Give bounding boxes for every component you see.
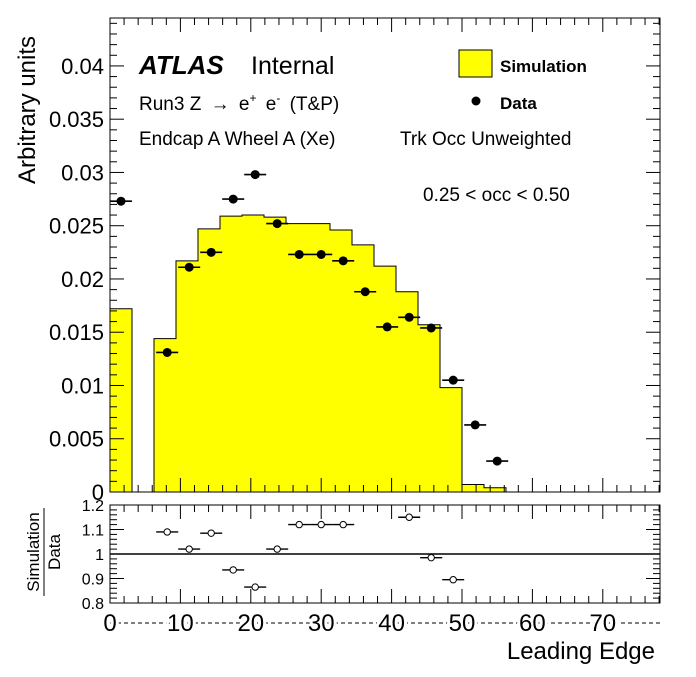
data-point bbox=[404, 312, 414, 322]
x-tick-label: 0 bbox=[103, 610, 116, 637]
data-point bbox=[360, 287, 370, 297]
main-y-tick-label: 0.035 bbox=[49, 107, 104, 132]
simulation-bar bbox=[220, 216, 242, 493]
ratio-point bbox=[207, 529, 215, 537]
weighting-label: Trk Occ Unweighted bbox=[400, 129, 571, 150]
x-tick-label: 40 bbox=[378, 610, 405, 637]
ratio-y-axis-title: Simulation Data bbox=[24, 508, 64, 596]
simulation-bar bbox=[264, 217, 286, 492]
main-y-tick-label: 0.015 bbox=[49, 320, 104, 345]
data-point bbox=[316, 249, 326, 259]
process-label: Run3 Z → e+ e- (T&P) bbox=[139, 86, 339, 115]
simulation-bar bbox=[396, 291, 418, 492]
data-point bbox=[228, 194, 238, 204]
main-axis-ticks bbox=[109, 18, 660, 493]
simulation-bar bbox=[286, 223, 308, 493]
ratio-point bbox=[295, 520, 303, 529]
data-point bbox=[206, 247, 216, 257]
ratio-point bbox=[163, 528, 171, 536]
legend-simulation-label: Simulation bbox=[500, 57, 587, 76]
ratio-y-tick-label: 1.2 bbox=[82, 498, 104, 515]
simulation-bar bbox=[176, 260, 198, 492]
ratio-y-tick-label: 1 bbox=[95, 547, 104, 564]
simulation-bar bbox=[242, 215, 264, 492]
simulation-bar bbox=[418, 324, 440, 492]
ratio-point bbox=[273, 545, 281, 553]
ratio-point bbox=[427, 553, 435, 562]
legend-simulation-swatch bbox=[458, 49, 493, 78]
ratio-y-tick-labels: 0.8 0.9 1 1.1 1.2 bbox=[82, 498, 104, 613]
simulation-bar bbox=[110, 308, 132, 492]
region-label: Endcap A Wheel A (Xe) bbox=[139, 129, 335, 150]
main-y-tick-label: 0.04 bbox=[61, 54, 104, 79]
ratio-point bbox=[317, 520, 325, 529]
x-tick-label: 50 bbox=[449, 610, 476, 637]
internal-label: Internal bbox=[251, 52, 334, 80]
occupancy-range-label: 0.25 < occ < 0.50 bbox=[423, 185, 570, 206]
x-axis-title: Leading Edge bbox=[507, 638, 655, 665]
ratio-point bbox=[449, 576, 457, 584]
x-tick-label: 60 bbox=[519, 610, 546, 637]
data-point bbox=[162, 347, 172, 357]
atlas-label: ATLAS bbox=[138, 50, 224, 80]
x-tick-label: 30 bbox=[308, 610, 335, 637]
main-y-tick-label: 0.005 bbox=[49, 427, 104, 452]
simulation-bar bbox=[154, 338, 176, 492]
x-tick-label: 70 bbox=[589, 610, 616, 637]
data-point bbox=[492, 456, 502, 466]
main-plot-frame bbox=[109, 17, 661, 493]
ratio-y-title-numerator: Simulation bbox=[24, 512, 43, 591]
simulation-bar bbox=[330, 229, 352, 492]
legend-data-marker bbox=[471, 96, 481, 106]
data-point bbox=[426, 323, 436, 333]
main-y-tick-label: 0.03 bbox=[61, 160, 104, 185]
simulation-bar bbox=[308, 223, 330, 493]
data-point bbox=[250, 170, 260, 180]
simulation-bar bbox=[352, 244, 374, 492]
ratio-point bbox=[229, 566, 237, 574]
data-point bbox=[382, 322, 392, 332]
simulation-bar bbox=[484, 487, 506, 492]
legend-data-label: Data bbox=[500, 94, 537, 113]
simulation-bar bbox=[198, 228, 220, 492]
legend: Simulation Data bbox=[458, 49, 587, 113]
simulation-histogram bbox=[109, 214, 660, 493]
main-y-tick-label: 0 bbox=[92, 480, 104, 505]
data-point bbox=[448, 375, 458, 385]
main-y-tick-labels: 0 0.005 0.01 0.015 0.02 0.025 0.03 0.035 0.04 bbox=[49, 54, 104, 505]
ratio-axis-ticks bbox=[109, 504, 660, 624]
ratio-y-title-denominator: Data bbox=[45, 534, 64, 570]
data-points bbox=[110, 170, 509, 466]
x-tick-labels: 0 10 20 30 40 50 60 70 bbox=[100, 607, 619, 640]
ratio-points bbox=[156, 513, 465, 591]
simulation-outline bbox=[109, 214, 660, 493]
main-y-tick-label: 0.02 bbox=[61, 267, 104, 292]
simulation-bar bbox=[462, 484, 484, 492]
data-point bbox=[338, 256, 348, 266]
main-y-tick-label: 0.025 bbox=[49, 214, 104, 239]
ratio-y-tick-label: 1.1 bbox=[82, 523, 104, 540]
main-y-axis-title: Arbitrary units bbox=[14, 36, 41, 184]
simulation-bar bbox=[374, 266, 396, 492]
x-tick-label: 10 bbox=[167, 610, 194, 637]
data-point bbox=[294, 249, 304, 259]
data-point bbox=[116, 196, 126, 206]
data-point bbox=[272, 219, 282, 229]
ratio-point bbox=[339, 520, 347, 529]
ratio-point bbox=[251, 583, 259, 591]
x-tick-label: 20 bbox=[237, 610, 264, 637]
main-y-tick-label: 0.01 bbox=[61, 373, 104, 398]
ratio-point bbox=[405, 513, 413, 521]
data-point bbox=[470, 420, 480, 430]
ratio-y-tick-label: 0.8 bbox=[82, 596, 104, 613]
ratio-y-tick-label: 0.9 bbox=[82, 572, 104, 589]
ratio-point bbox=[185, 545, 193, 553]
data-point bbox=[184, 262, 194, 272]
simulation-bar bbox=[440, 387, 462, 492]
